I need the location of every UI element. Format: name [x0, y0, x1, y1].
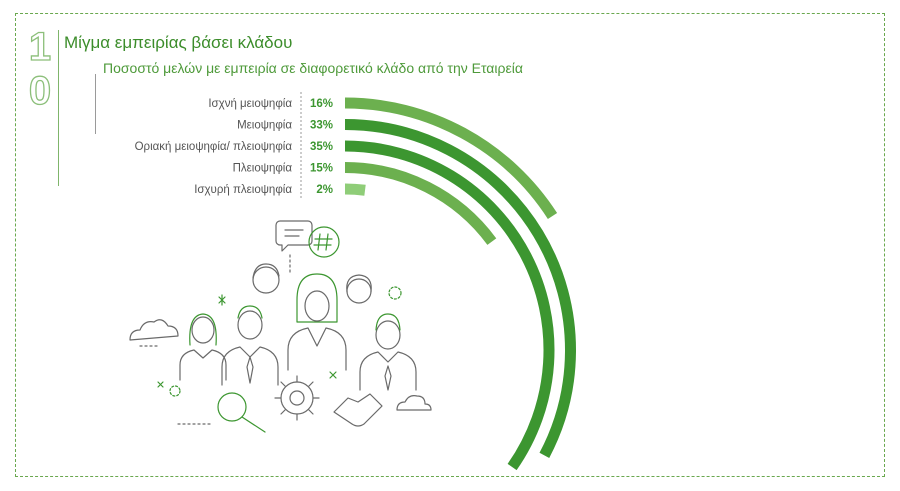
magnifier-icon — [217, 392, 266, 433]
value-label-1: 16% — [310, 98, 333, 110]
person-woman-center-icon — [287, 273, 347, 371]
person-head-icon — [252, 263, 280, 294]
value-label-2: 33% — [310, 120, 333, 132]
chart-labels: Ισχνή μειοψηφία 16% Μειοψηφία 33% Οριακή μει… — [135, 92, 333, 200]
value-label-5: 2% — [316, 184, 333, 196]
person-man-right-icon — [359, 313, 417, 391]
bar-2 — [344, 119, 576, 458]
chart-title: Μίγμα εμπειρίας βάσει κλάδου — [64, 33, 293, 52]
team-illustration — [129, 220, 432, 433]
category-label-3: Οριακή μειοψηφία/ πλειοψηφία — [135, 141, 293, 153]
category-label-5: Ισχυρή πλειοψηφία — [194, 184, 292, 196]
chat-bubble-icon — [275, 220, 313, 252]
chart-bars — [344, 97, 576, 471]
sparkle-icon — [157, 286, 402, 397]
bar-4 — [344, 162, 497, 245]
hashtag-bubble-icon — [308, 226, 340, 258]
value-label-4: 15% — [310, 163, 333, 175]
page-number-digit-2: 0 — [28, 68, 52, 113]
category-label-4: Πλειοψηφία — [233, 163, 293, 175]
value-label-3: 35% — [310, 141, 333, 153]
handshake-icon — [333, 393, 383, 427]
header-divider — [58, 30, 59, 186]
bar-1 — [344, 97, 558, 219]
cloud-icon — [396, 395, 432, 411]
person-head-icon — [346, 274, 372, 304]
page-number: 1 0 — [24, 24, 56, 113]
person-woman-left-icon — [179, 313, 227, 381]
page-number-digit-1: 1 — [28, 24, 52, 69]
chart-subtitle: Ποσοστό μελών με εμπειρία σε διαφορετικό… — [103, 60, 523, 76]
person-man-left-icon — [221, 305, 279, 386]
gear-icon — [274, 375, 320, 421]
category-label-2: Μειοψηφία — [237, 120, 292, 132]
bar-3 — [344, 140, 555, 471]
category-label-1: Ισχνή μειοψηφία — [208, 98, 292, 110]
cloud-icon — [129, 319, 179, 341]
bar-5 — [344, 183, 366, 196]
subtitle-divider — [95, 74, 96, 134]
page-frame — [15, 13, 885, 477]
